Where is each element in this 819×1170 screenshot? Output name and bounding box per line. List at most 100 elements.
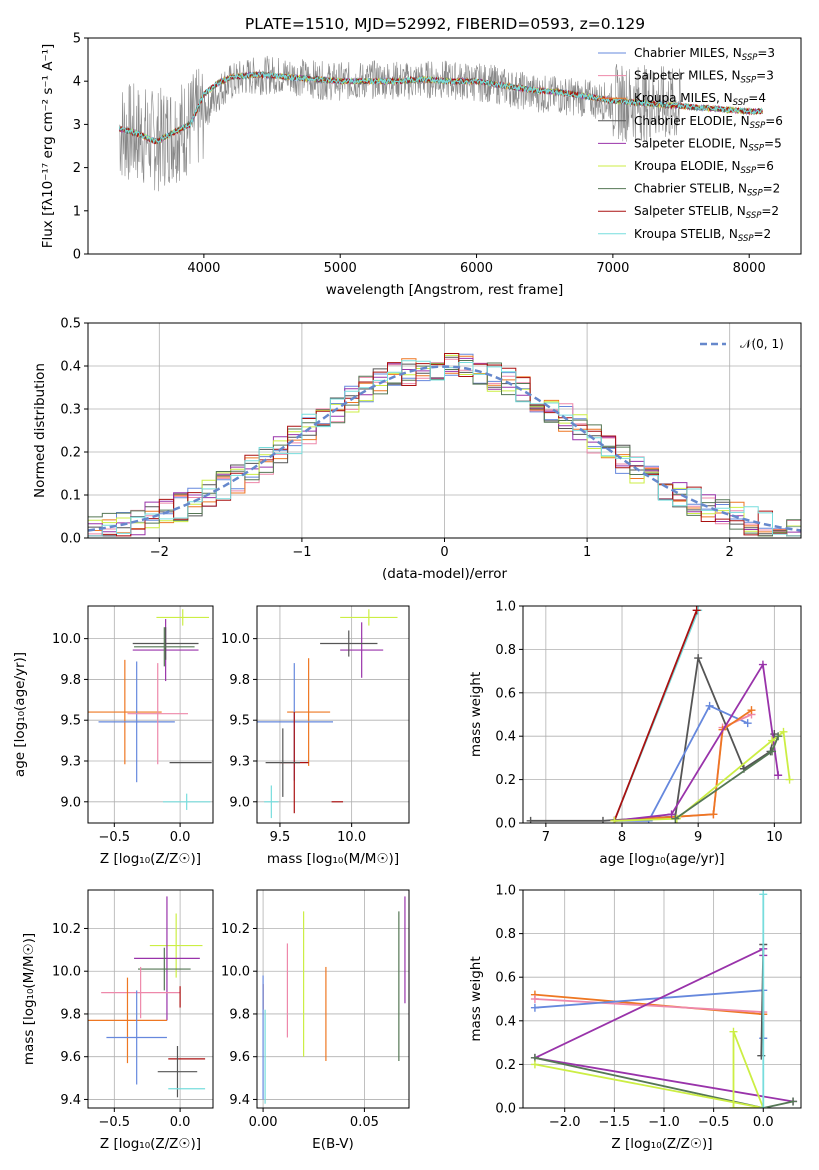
data-point xyxy=(157,1046,198,1098)
x-tick-label: 8 xyxy=(618,830,626,845)
legend-entry: 𝒩(0, 1) xyxy=(740,337,784,351)
data-point xyxy=(265,728,301,797)
x-tick-label: 7 xyxy=(542,830,550,845)
y-tick-label: 10.0 xyxy=(52,965,81,980)
x-tick-label: 0.05 xyxy=(350,1115,379,1130)
y-tick-label: 4 xyxy=(73,75,81,90)
series-line xyxy=(534,1031,765,1108)
data-point xyxy=(127,663,188,765)
y-tick-label: 3 xyxy=(73,118,81,133)
y-tick-label: 9.8 xyxy=(229,673,250,688)
plot-area xyxy=(257,606,409,823)
y-tick-label: 10.0 xyxy=(221,965,250,980)
y-tick-label: 0.8 xyxy=(495,643,516,658)
series-marker xyxy=(774,732,783,741)
y-tick-label: 9.6 xyxy=(60,1050,81,1065)
series-line xyxy=(614,730,791,822)
axes-frame xyxy=(87,37,802,255)
data-point xyxy=(134,896,200,1021)
data-point xyxy=(287,658,331,766)
y-tick-label: 9.4 xyxy=(229,1093,250,1108)
plot-area xyxy=(88,606,213,823)
y-tick-label: 0.6 xyxy=(495,971,516,986)
series-marker xyxy=(759,890,768,899)
y-axis-label: Normed distribution xyxy=(32,363,48,498)
y-tick-label: 9.0 xyxy=(60,795,81,810)
axes-frame xyxy=(87,605,214,824)
x-axis-label: wavelength [Angstrom, rest frame] xyxy=(326,282,564,298)
data-point xyxy=(132,627,199,660)
y-tick-label: 10.2 xyxy=(221,922,250,937)
y-tick-label: 0.5 xyxy=(60,317,81,332)
series-marker xyxy=(774,771,783,780)
x-axis-label: E(B-V) xyxy=(312,1136,354,1152)
legend-entry: Salpeter ELODIE, NSSP=5 xyxy=(634,136,782,153)
x-tick-label: 1 xyxy=(583,545,591,560)
y-axis-label: mass weight xyxy=(468,956,484,1041)
series-line xyxy=(530,654,776,822)
x-tick-label: 0.0 xyxy=(753,1115,774,1130)
y-tick-label: 0.2 xyxy=(60,446,81,461)
series-marker xyxy=(530,995,539,1003)
legend-entry: Chabrier STELIB, NSSP=2 xyxy=(634,182,780,199)
y-tick-label: 0.8 xyxy=(495,927,516,942)
panels: Chabrier MILES, NSSP=3 Salpeter MILES, NS… xyxy=(12,32,802,1152)
y-axis-label: age [log₁₀(age/yr)] xyxy=(12,652,28,777)
gaussian-line xyxy=(88,365,801,532)
panel-massweight-vs-age: 7 8 9 10 0.0 0.2 0.4 0.6 0.8 1.0 age [log₁₀(age/yr… xyxy=(468,600,802,867)
series-marker xyxy=(526,816,535,823)
series-marker xyxy=(785,775,794,784)
series-marker xyxy=(747,706,756,715)
y-tick-label: 0.4 xyxy=(495,730,516,745)
y-tick-label: 0.2 xyxy=(495,773,516,788)
legend-entry: Kroupa ELODIE, NSSP=6 xyxy=(634,159,774,176)
series-marker xyxy=(709,810,718,819)
y-tick-label: 9.0 xyxy=(229,795,250,810)
panel-massweight-vs-Z: −2.0 −1.5 −1.0 −0.5 0.0 0.0 0.2 0.4 0.6 0.8 1.0 Z [… xyxy=(468,884,802,1152)
series-line xyxy=(534,993,764,1016)
y-tick-label: 9.3 xyxy=(229,755,250,770)
y-tick-label: 1.0 xyxy=(495,884,516,899)
series-marker xyxy=(729,1027,738,1036)
data-point xyxy=(101,966,181,1019)
x-axis-label: Z [log₁₀(Z/Z☉)] xyxy=(100,851,201,867)
y-tick-label: 1 xyxy=(73,204,81,219)
y-tick-label: 9.5 xyxy=(229,714,250,729)
x-tick-label: −0.5 xyxy=(99,830,131,845)
x-tick-label: −2 xyxy=(150,545,169,560)
data-point xyxy=(138,947,191,991)
data-point xyxy=(340,622,384,678)
axes-frame xyxy=(87,889,214,1109)
axes-frame xyxy=(256,889,410,1109)
y-tick-label: 9.8 xyxy=(229,1007,250,1022)
y-tick-label: 0.0 xyxy=(495,817,516,832)
plot-area xyxy=(88,890,213,1108)
y-tick-label: 0.0 xyxy=(60,532,81,547)
x-axis-label: Z [log₁₀(Z/Z☉)] xyxy=(100,1136,201,1152)
y-tick-label: 0.0 xyxy=(495,1102,516,1117)
series-marker xyxy=(530,1060,539,1069)
model-spectrum-line xyxy=(118,71,763,144)
y-axis-label: mass [log₁₀(M/M☉)] xyxy=(21,933,37,1065)
x-tick-label: −2.0 xyxy=(549,1115,581,1130)
data-point xyxy=(88,977,167,1064)
legend-entry: Chabrier ELODIE, NSSP=6 xyxy=(634,114,783,131)
plot-area xyxy=(523,606,801,823)
y-tick-label: 2 xyxy=(73,161,81,176)
data-spectrum-line xyxy=(119,55,682,192)
axes-frame xyxy=(522,889,802,1109)
x-axis-label: age [log₁₀(age/yr)] xyxy=(599,851,724,867)
series-marker xyxy=(729,1104,738,1108)
y-tick-label: 9.3 xyxy=(60,755,81,770)
axes-frame xyxy=(256,605,410,824)
y-tick-label: 10.0 xyxy=(52,632,81,647)
series-line xyxy=(534,1057,794,1108)
series-marker xyxy=(530,1003,539,1012)
series-line xyxy=(614,661,780,822)
series-marker xyxy=(671,814,680,823)
x-tick-label: 0 xyxy=(440,545,448,560)
y-tick-label: 1.0 xyxy=(495,600,516,615)
x-axis-label: Z [log₁₀(Z/Z☉)] xyxy=(611,1136,712,1152)
data-point xyxy=(149,913,203,978)
